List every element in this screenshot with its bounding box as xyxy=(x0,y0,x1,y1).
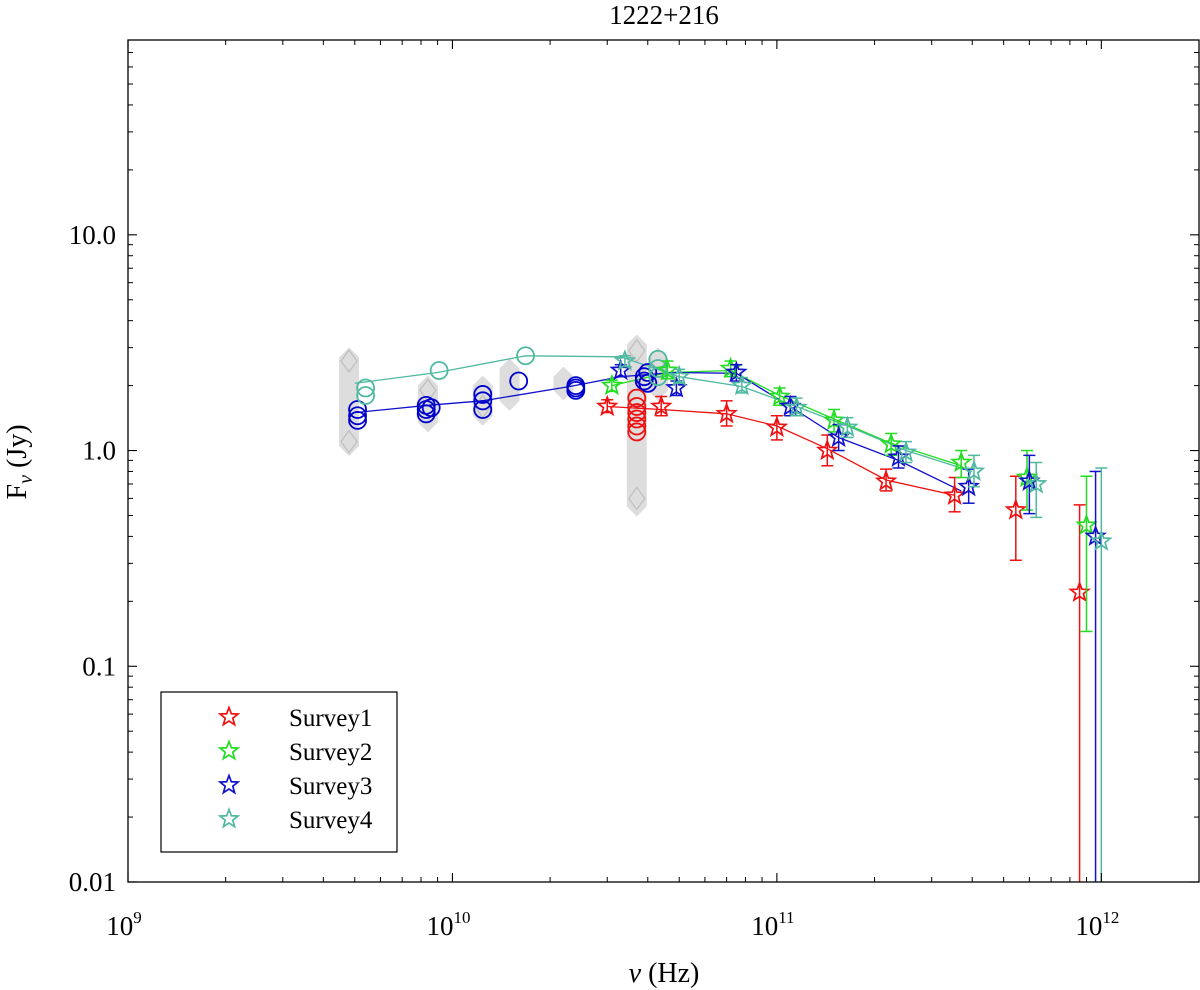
circle-marker xyxy=(356,378,376,398)
circle-marker xyxy=(638,363,658,382)
star-marker xyxy=(785,395,808,418)
y-axis-label-symbol: F xyxy=(2,484,33,500)
circle-marker xyxy=(516,346,535,366)
star-marker xyxy=(1004,498,1028,520)
circle-marker xyxy=(638,373,658,393)
star-marker xyxy=(725,360,748,383)
star-marker xyxy=(595,394,619,417)
legend-label: Survey3 xyxy=(289,773,372,800)
star-marker xyxy=(665,376,688,398)
gray-diamond-marker xyxy=(340,429,358,454)
star-marker xyxy=(827,425,850,448)
gray-diamond-band xyxy=(499,358,520,411)
y-axis-label-subscript: ν xyxy=(15,475,37,484)
x-tick-label: 1011 xyxy=(751,908,794,941)
legend-label: Survey1 xyxy=(289,705,372,732)
circle-marker xyxy=(429,361,449,380)
star-marker xyxy=(1075,513,1098,536)
star-marker xyxy=(894,440,918,463)
star-marker xyxy=(765,415,789,438)
star-marker xyxy=(815,438,839,461)
circle-marker xyxy=(348,410,367,430)
legend-label: Survey4 xyxy=(289,807,373,834)
legend-label: Survey2 xyxy=(289,739,372,766)
star-marker xyxy=(768,384,792,407)
axis-ticks-layer: 109 1010 1011 1012 0.01 0.1 1.0 10.0 xyxy=(69,39,1200,941)
y-tick-label: 10.0 xyxy=(69,220,116,250)
circle-marker xyxy=(356,386,376,405)
star-marker xyxy=(613,349,637,371)
circle-marker xyxy=(509,371,529,391)
star-marker xyxy=(1089,529,1113,551)
circle-marker xyxy=(416,404,436,424)
circle-marker xyxy=(627,403,647,422)
star-marker xyxy=(879,432,903,454)
star-marker xyxy=(649,394,673,417)
gray-diamond-band xyxy=(626,334,647,517)
circle-marker xyxy=(627,416,647,436)
star-marker xyxy=(600,373,624,396)
star-marker xyxy=(874,469,898,491)
circle-marker xyxy=(348,400,367,419)
circle-marker xyxy=(566,381,586,400)
gray-band-layer xyxy=(339,334,668,517)
legend: Survey1 Survey2 Survey3 Survey4 xyxy=(160,691,398,853)
series-line xyxy=(354,355,973,473)
y-axis-label: Fν (Jy) xyxy=(2,424,37,499)
legend-box xyxy=(160,691,398,853)
x-axis-label: ν (Hz) xyxy=(629,958,700,989)
star-marker xyxy=(1024,472,1048,494)
circle-marker xyxy=(473,385,493,404)
x-axis-label-unit: (Hz) xyxy=(641,958,699,989)
star-marker xyxy=(957,474,980,497)
legend-star-icon xyxy=(217,705,241,727)
x-tick-label: 1012 xyxy=(1075,908,1119,941)
star-marker xyxy=(943,483,966,505)
gray-diamond-marker xyxy=(627,486,646,511)
circle-marker xyxy=(634,371,654,391)
x-tick-label: 1010 xyxy=(426,908,470,941)
plot-area-frame xyxy=(127,39,1200,883)
chart-title: 1222+216 xyxy=(609,0,719,30)
circle-marker xyxy=(421,398,441,418)
y-axis-label-unit: (Jy) xyxy=(2,424,33,475)
series-line xyxy=(607,405,955,496)
circle-marker xyxy=(627,422,647,442)
legend-star-icon xyxy=(217,739,241,761)
circle-marker xyxy=(627,388,647,408)
y-tick-label: 0.1 xyxy=(82,651,116,681)
legend-star-icon xyxy=(217,773,241,795)
circle-marker xyxy=(648,359,668,378)
circle-marker xyxy=(473,391,493,411)
y-tick-label: 0.01 xyxy=(69,867,116,897)
star-marker xyxy=(949,450,973,473)
circle-marker xyxy=(473,400,493,419)
x-tick-label: 109 xyxy=(106,908,142,941)
star-markers-layer xyxy=(595,349,1113,882)
star-marker xyxy=(730,373,754,396)
star-marker xyxy=(715,401,738,424)
circle-marker xyxy=(627,397,647,416)
star-marker xyxy=(656,358,679,381)
y-tick-label: 1.0 xyxy=(82,436,116,466)
star-marker xyxy=(667,364,691,387)
series-line xyxy=(354,371,962,492)
star-marker xyxy=(962,459,986,482)
star-marker xyxy=(836,415,859,438)
x-axis-label-symbol: ν xyxy=(629,958,642,989)
circle-marker xyxy=(348,406,367,426)
legend-star-icon xyxy=(217,807,241,829)
gray-diamond-marker xyxy=(340,348,358,374)
circle-marker xyxy=(627,409,647,429)
